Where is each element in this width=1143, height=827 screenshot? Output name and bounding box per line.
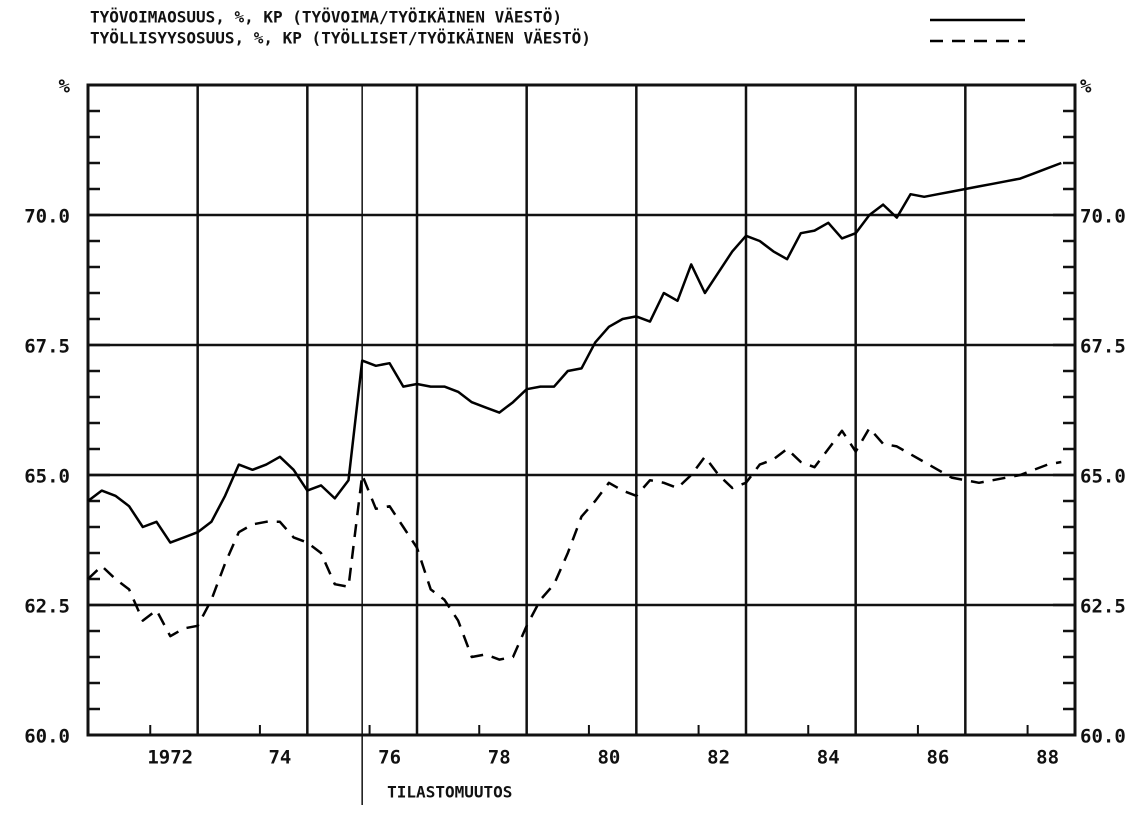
plot-frame xyxy=(86,83,1077,737)
x-tick-label: 88 xyxy=(1036,747,1059,769)
y-tick-label: 62.5 xyxy=(24,596,70,618)
y-tick-label: 70.0 xyxy=(24,206,70,228)
x-tick-label: 84 xyxy=(817,747,840,769)
series-line xyxy=(87,161,1062,544)
y2-tick-label: 62.5 xyxy=(1080,596,1126,618)
x-tick-label: 86 xyxy=(926,747,949,769)
y2-tick-label: 67.5 xyxy=(1080,336,1126,358)
y2-axis-label: % xyxy=(1080,76,1092,98)
y-tick-label: 67.5 xyxy=(24,336,70,358)
y-tick-label: 65.0 xyxy=(24,466,70,488)
series-line xyxy=(87,426,1062,661)
x-tick-label: 78 xyxy=(488,747,511,769)
legend-label: TYÖLLISYYSOSUUS, %, KP (TYÖLLISET/TYÖIKÄ… xyxy=(90,29,591,48)
y-tick-label: 60.0 xyxy=(24,726,70,748)
y2-tick-label: 60.0 xyxy=(1080,726,1126,748)
legend-label: TYÖVOIMAOSUUS, %, KP (TYÖVOIMA/TYÖIKÄINE… xyxy=(90,8,562,27)
x-tick-label: 80 xyxy=(597,747,620,769)
x-tick-label: 74 xyxy=(268,747,291,769)
annotation-text: TILASTOMUUTOS xyxy=(387,783,512,802)
x-tick-label: 1972 xyxy=(147,747,193,769)
x-tick-label: 76 xyxy=(378,747,401,769)
y-axis-label: % xyxy=(59,76,71,98)
x-tick-label: 82 xyxy=(707,747,730,769)
y2-tick-label: 70.0 xyxy=(1080,206,1126,228)
y2-tick-label: 65.0 xyxy=(1080,466,1126,488)
